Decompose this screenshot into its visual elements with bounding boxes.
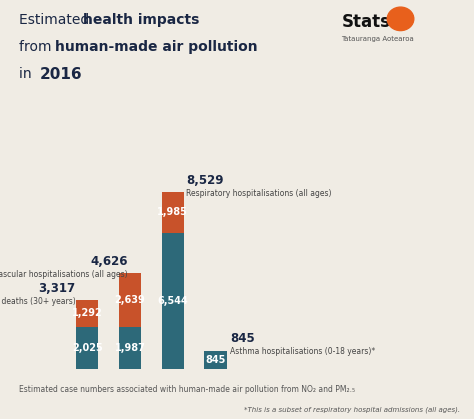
Text: 1,987: 1,987 bbox=[115, 343, 146, 353]
Text: 2,639: 2,639 bbox=[115, 295, 146, 305]
Bar bbox=[76, 300, 99, 327]
Text: Cardiovascular hospitalisations (all ages): Cardiovascular hospitalisations (all age… bbox=[0, 270, 128, 279]
Text: Asthma hospitalisations (0-18 years)*: Asthma hospitalisations (0-18 years)* bbox=[230, 347, 376, 357]
Text: 6,544: 6,544 bbox=[157, 296, 188, 306]
Text: human-made air pollution: human-made air pollution bbox=[55, 40, 257, 54]
Text: 8,529: 8,529 bbox=[186, 174, 224, 187]
Text: 845: 845 bbox=[230, 332, 255, 345]
Text: Tatauranga Aotearoa: Tatauranga Aotearoa bbox=[341, 36, 414, 41]
Text: 1,985: 1,985 bbox=[157, 207, 188, 217]
Text: 2,025: 2,025 bbox=[72, 343, 103, 353]
Bar bbox=[76, 327, 99, 369]
Text: Premature deaths (30+ years): Premature deaths (30+ years) bbox=[0, 297, 75, 306]
Bar bbox=[162, 192, 184, 233]
Text: health impacts: health impacts bbox=[83, 13, 200, 26]
Text: Stats: Stats bbox=[341, 13, 390, 31]
Bar bbox=[204, 351, 227, 369]
Text: 2016: 2016 bbox=[39, 67, 82, 82]
Text: 3,317: 3,317 bbox=[38, 282, 75, 295]
Text: in: in bbox=[19, 67, 36, 81]
Text: *This is a subset of respiratory hospital admissions (all ages).: *This is a subset of respiratory hospita… bbox=[244, 406, 460, 413]
Text: NZ: NZ bbox=[394, 13, 407, 22]
Bar bbox=[119, 328, 141, 369]
Text: 845: 845 bbox=[205, 355, 226, 365]
Text: 4,626: 4,626 bbox=[91, 255, 128, 268]
Bar bbox=[119, 273, 141, 328]
Text: Estimated case numbers associated with human-made air pollution from NO₂ and PM₂: Estimated case numbers associated with h… bbox=[19, 385, 355, 394]
Text: Respiratory hospitalisations (all ages): Respiratory hospitalisations (all ages) bbox=[186, 189, 332, 198]
Text: 1,292: 1,292 bbox=[72, 308, 103, 318]
Text: Estimated: Estimated bbox=[19, 13, 93, 26]
Text: from: from bbox=[19, 40, 56, 54]
Bar bbox=[162, 233, 184, 369]
